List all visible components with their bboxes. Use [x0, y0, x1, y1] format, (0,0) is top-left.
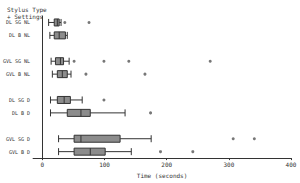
- svg-text:300: 300: [223, 161, 234, 168]
- svg-text:DL SG D: DL SG D: [9, 97, 30, 103]
- svg-text:200: 200: [161, 161, 172, 168]
- svg-text:+ Settings: + Settings: [7, 13, 44, 21]
- svg-text:Stylus Type: Stylus Type: [7, 6, 47, 13]
- svg-text:100: 100: [99, 161, 110, 168]
- svg-text:Time (seconds): Time (seconds): [137, 172, 188, 179]
- svg-text:GVL B NL: GVL B NL: [6, 71, 30, 77]
- svg-text:DL B D: DL B D: [12, 110, 30, 116]
- svg-text:DL B NL: DL B NL: [9, 32, 30, 38]
- svg-text:GVL SG NL: GVL SG NL: [3, 58, 30, 64]
- svg-text:400: 400: [286, 161, 297, 168]
- svg-text:GVL B D: GVL B D: [9, 149, 30, 155]
- svg-text:GVL SG D: GVL SG D: [6, 136, 30, 142]
- svg-text:0: 0: [41, 161, 45, 168]
- svg-text:DL SG NL: DL SG NL: [6, 19, 30, 25]
